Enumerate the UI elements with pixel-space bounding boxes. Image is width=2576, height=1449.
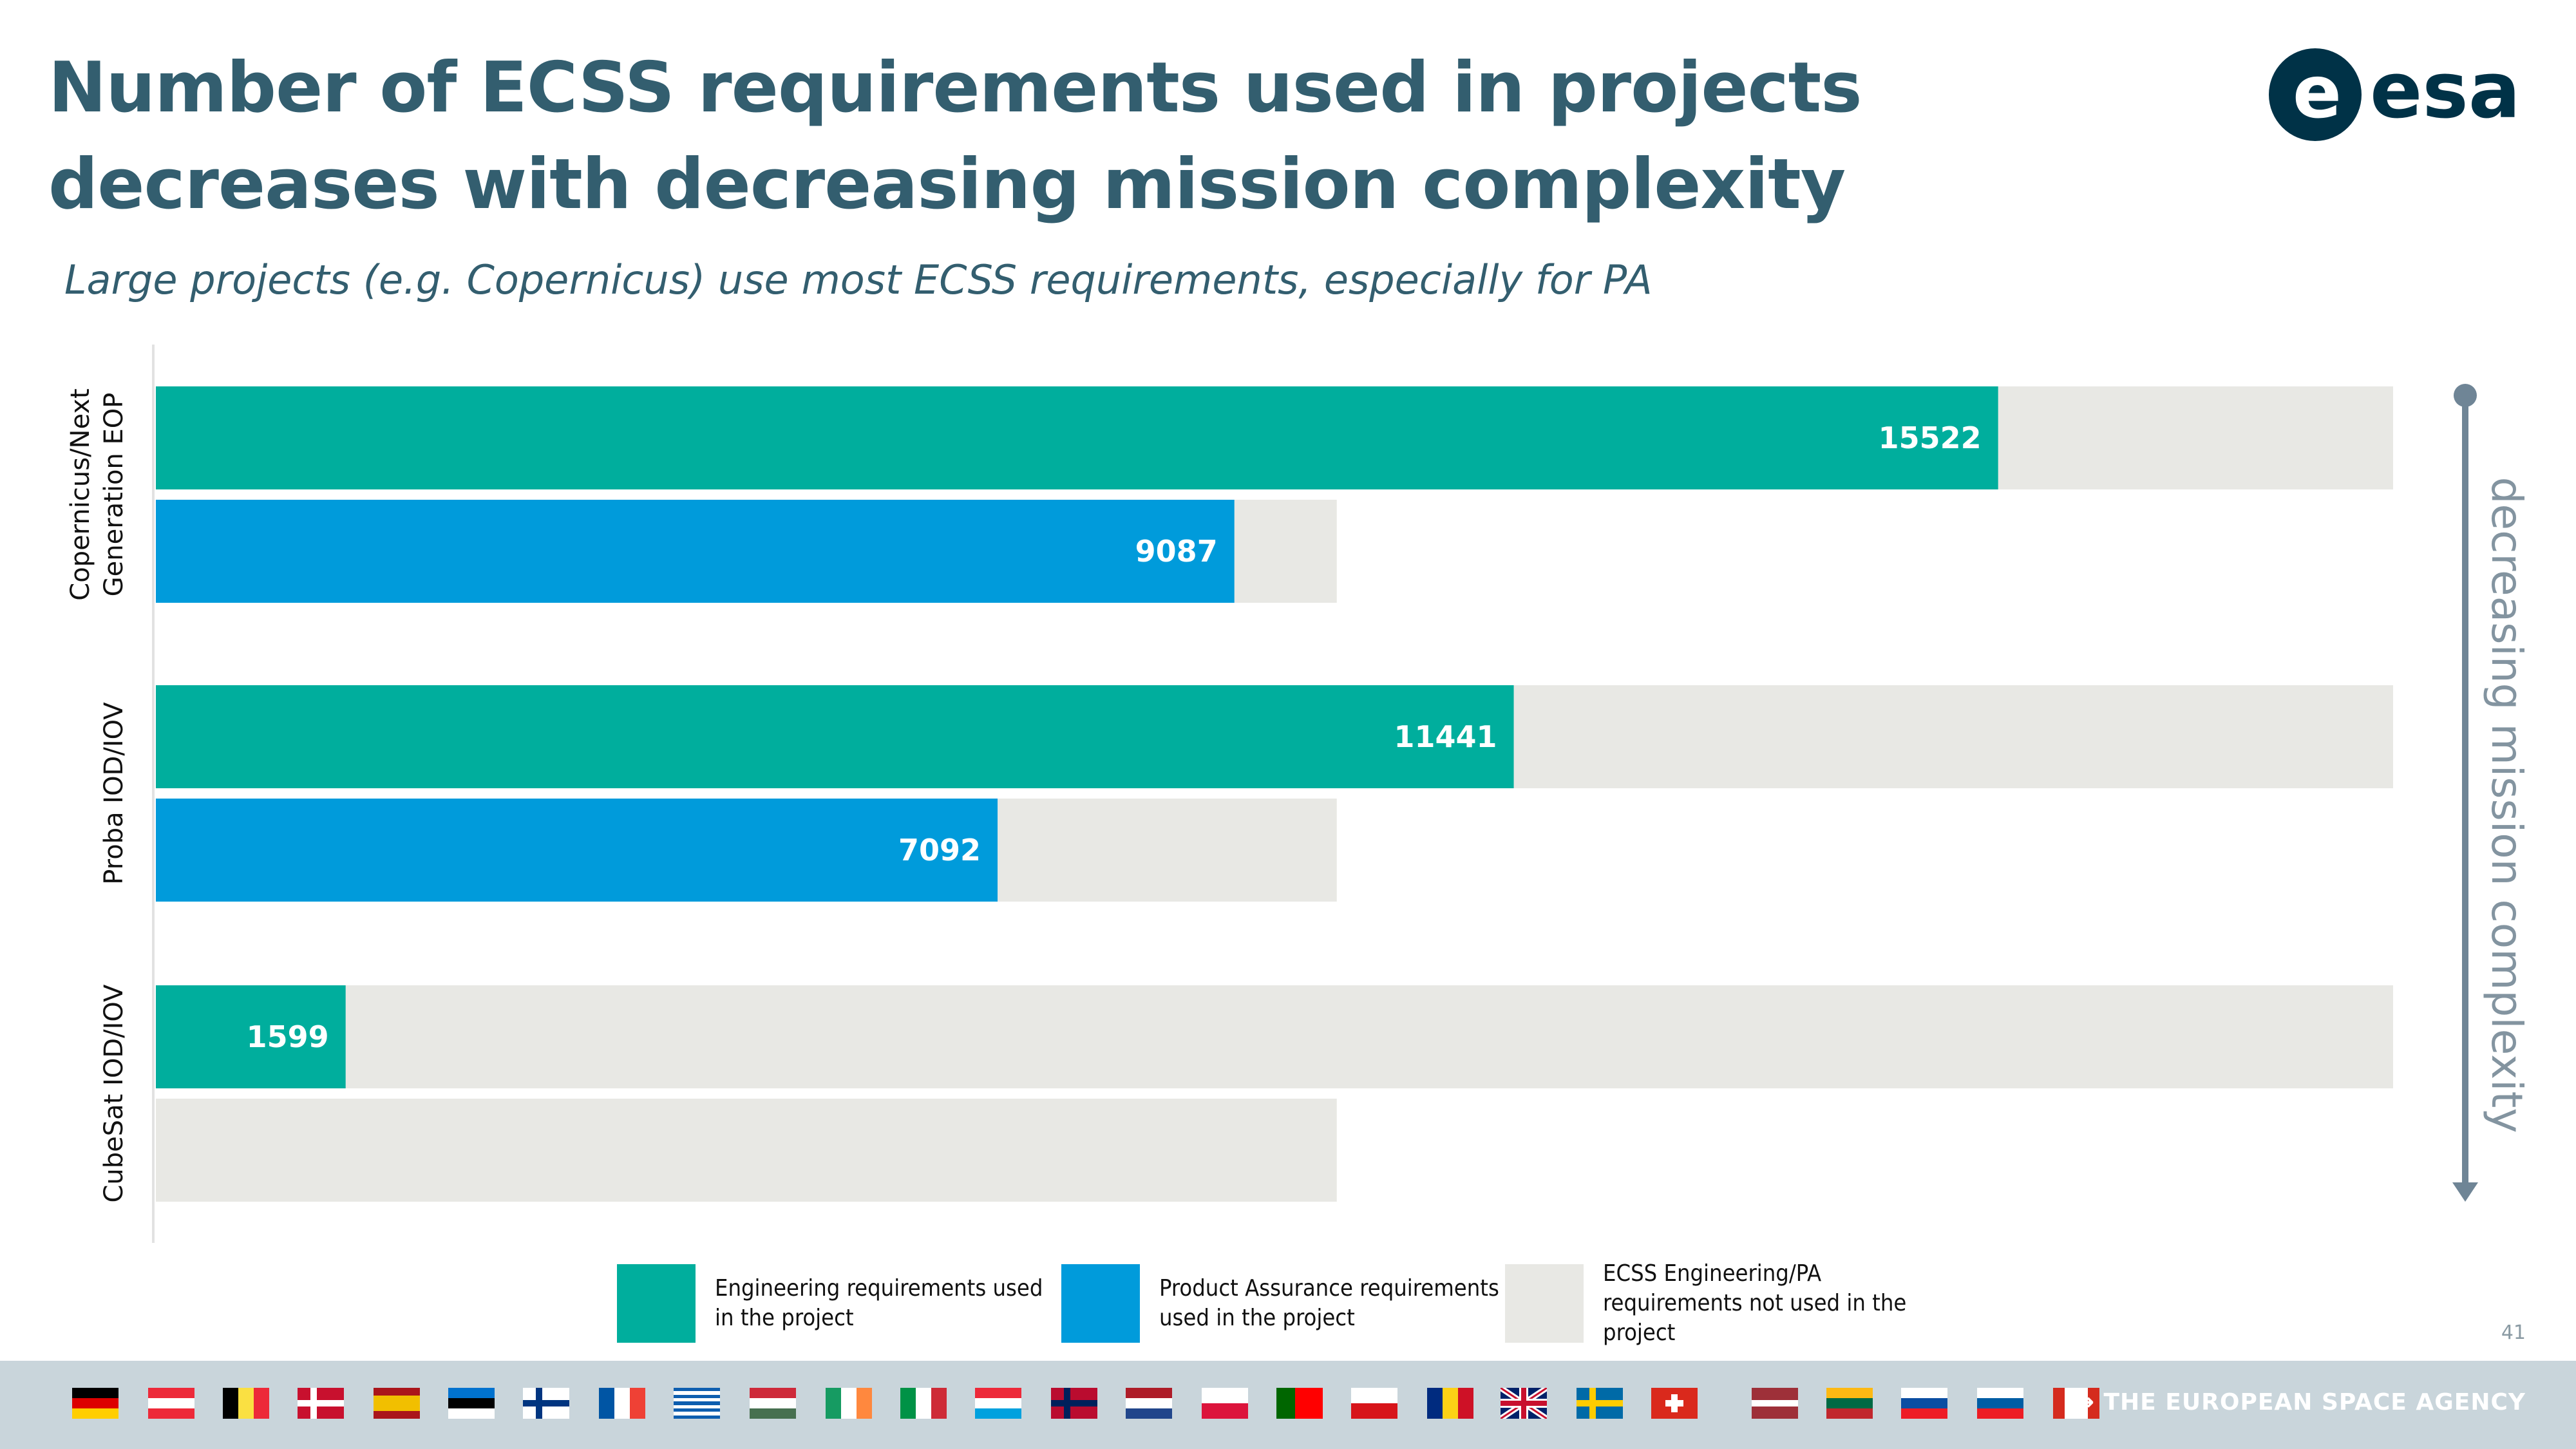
legend-item-not-used: ECSS Engineering/PA requirements not use… [1505, 1260, 1951, 1346]
svg-text:e: e [2293, 51, 2342, 135]
category-label: Copernicus/Next Generation EOP [66, 388, 129, 600]
bar-engineering [156, 685, 1514, 788]
flag-sweden-icon [1577, 1388, 1623, 1419]
flag-latvia-icon [1752, 1388, 1798, 1419]
esa-logo-text: esa [2370, 46, 2521, 136]
legend-item-product-assurance: Product Assurance requirements used in t… [1061, 1264, 1507, 1343]
flag-finland-icon [523, 1388, 569, 1419]
category-label-line: Copernicus/Next [66, 388, 95, 600]
category-label-line: Proba IOD/IOV [99, 702, 129, 885]
category-label: CubeSat IOD/IOV [99, 984, 129, 1203]
data-label: 11441 [1394, 719, 1497, 754]
legend-item-engineering: Engineering requirements used in the pro… [617, 1264, 1063, 1343]
flag-luxembourg-icon [975, 1388, 1021, 1419]
data-label: 15522 [1879, 421, 1982, 455]
footer-bar: → THE EUROPEAN SPACE AGENCY [0, 1361, 2576, 1449]
data-label: 1599 [247, 1019, 329, 1054]
legend-swatch-not-used [1505, 1264, 1584, 1343]
bar-engineering [156, 985, 346, 1088]
complexity-arrow-start [2454, 384, 2477, 407]
flag-netherlands-icon [1126, 1388, 1172, 1419]
flag-belgium-icon [223, 1388, 269, 1419]
flag-ireland-icon [826, 1388, 872, 1419]
flag-slovenia-icon [1977, 1388, 2023, 1419]
bar-product-assurance [156, 799, 998, 902]
flag-norway-icon [1051, 1388, 1097, 1419]
bar-chart: 15522 9087 Copernicus/Next Generation EOP 11… [66, 345, 2532, 1243]
flag-romania-icon [1427, 1388, 1473, 1419]
legend-swatch-product-assurance [1061, 1264, 1140, 1343]
agency-name: → THE EUROPEAN SPACE AGENCY [2074, 1389, 2526, 1416]
data-label: 7092 [898, 833, 981, 867]
flag-estonia-icon [448, 1388, 495, 1419]
flag-denmark-icon [298, 1388, 344, 1419]
flag-france-icon [599, 1388, 645, 1419]
bar-not-used-pa [156, 1099, 1337, 1202]
flag-italy-icon [900, 1388, 947, 1419]
legend-swatch-engineering [617, 1264, 696, 1343]
data-label: 9087 [1135, 534, 1218, 569]
bar-engineering [156, 386, 1998, 489]
page-number: 41 [2501, 1321, 2526, 1344]
category-label: Proba IOD/IOV [99, 702, 129, 885]
flag-austria-icon [148, 1388, 194, 1419]
legend-label: Engineering requirements used in the pro… [715, 1275, 1043, 1331]
bar-not-used-engineering [156, 985, 2393, 1088]
bar-product-assurance [156, 500, 1235, 603]
flag-slovakia-icon [1901, 1388, 1947, 1419]
flag-hungary-icon [750, 1388, 796, 1419]
complexity-arrow-head [2452, 1182, 2478, 1202]
flag-united-kingdom-icon [1501, 1388, 1547, 1419]
legend-label: ECSS Engineering/PA requirements not use… [1603, 1260, 1907, 1346]
category-label-line: CubeSat IOD/IOV [99, 984, 129, 1203]
chart-subtitle: Large projects (e.g. Copernicus) use mos… [64, 256, 1653, 303]
esa-logo: e esa [2269, 46, 2521, 141]
flag-czechia-icon [1351, 1388, 1397, 1419]
flag-switzerland-icon [1651, 1388, 1698, 1419]
complexity-label: decreasing mission complexity [2482, 477, 2532, 1133]
flag-germany-icon [72, 1388, 118, 1419]
flag-portugal-icon [1276, 1388, 1323, 1419]
category-label-line: Generation EOP [99, 393, 129, 597]
flag-lithuania-icon [1826, 1388, 1873, 1419]
esa-logo-circle [2269, 48, 2362, 141]
flag-spain-icon [374, 1388, 420, 1419]
legend-label: Product Assurance requirements used in t… [1159, 1275, 1499, 1331]
page-title: Number of ECSS requirements used in proj… [48, 48, 1862, 225]
flag-poland-icon [1202, 1388, 1248, 1419]
flag-canada-icon [2053, 1388, 2099, 1419]
flag-greece-icon [674, 1388, 720, 1419]
